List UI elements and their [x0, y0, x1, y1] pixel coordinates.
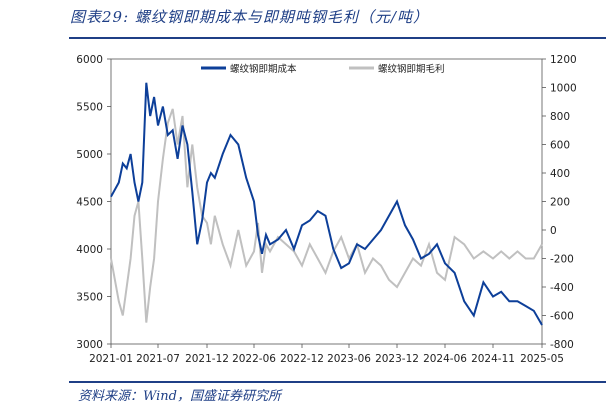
right-tick-label: 600 [550, 140, 570, 152]
x-tick-label: 2021-07 [136, 353, 180, 365]
series-line-gross-margin [110, 108, 543, 323]
x-tick-label: 2024-11 [471, 353, 515, 365]
x-tick-label: 2021-12 [185, 353, 229, 365]
left-tick-label: 3500 [76, 292, 103, 304]
right-tick-label: 1200 [550, 54, 577, 66]
x-tick-label: 2022-12 [280, 353, 324, 365]
right-tick-label: 400 [550, 168, 570, 180]
right-axis-ticks: -800 -600 -400 -200 0 200 400 600 800 1000 1200 [542, 54, 577, 351]
x-tick-label: 2023-06 [327, 353, 371, 365]
right-tick-label: 0 [550, 225, 557, 237]
right-tick-label: 200 [550, 197, 570, 209]
right-tick-label: 800 [550, 111, 570, 123]
x-axis-ticks: 2021-01 2021-07 2021-12 2022-06 2022-12 2023-… [89, 344, 564, 365]
left-tick-label: 4000 [76, 244, 103, 256]
left-tick-label: 4500 [76, 197, 103, 209]
left-tick-label: 5000 [76, 149, 103, 161]
footer-rule [69, 381, 606, 383]
left-tick-label: 3000 [76, 339, 103, 351]
right-tick-label: -800 [550, 339, 574, 351]
x-tick-label: 2022-06 [232, 353, 276, 365]
series-line-spot-cost [110, 82, 543, 326]
legend: 螺纹钢即期成本 螺纹钢即期毛利 [201, 63, 445, 75]
left-tick-label: 6000 [76, 54, 103, 66]
x-tick-label: 2021-01 [89, 353, 133, 365]
legend-label-spot-cost: 螺纹钢即期成本 [230, 63, 297, 75]
right-tick-label: -600 [550, 311, 574, 323]
right-tick-label: 1000 [550, 83, 577, 95]
title-rule [69, 37, 606, 39]
left-axis-ticks: 3000 3500 4000 4500 5000 5500 6000 [76, 54, 111, 351]
left-tick-label: 5500 [76, 102, 103, 114]
right-tick-label: -400 [550, 282, 574, 294]
legend-label-gross-margin: 螺纹钢即期毛利 [378, 63, 445, 75]
right-tick-label: -200 [550, 254, 574, 266]
x-tick-label: 2023-12 [375, 353, 419, 365]
x-tick-label: 2024-06 [423, 353, 467, 365]
source-note: 资料来源：Wind，国盛证券研究所 [78, 389, 281, 404]
x-tick-label: 2025-05 [520, 353, 564, 365]
chart-title: 图表29: 螺纹钢即期成本与即期吨钢毛利（元/吨） [70, 8, 429, 26]
